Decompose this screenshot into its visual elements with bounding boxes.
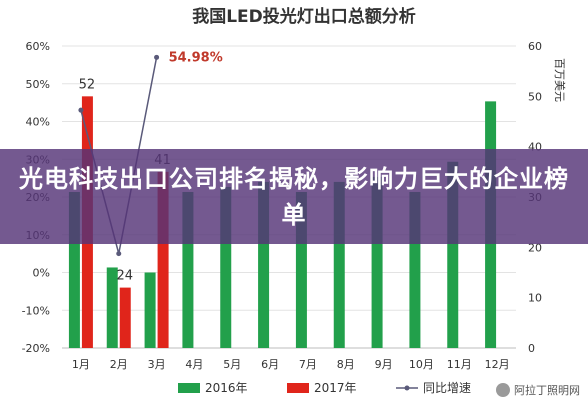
- x-tick-label: 7月: [299, 358, 317, 371]
- bar-2016年: [144, 272, 156, 348]
- right-tick-label: 60: [528, 40, 542, 53]
- left-tick-label: 50%: [26, 78, 50, 91]
- bar-2017年: [157, 171, 169, 348]
- bar-2016年: [220, 186, 232, 348]
- x-tick-label: 10月: [409, 358, 434, 371]
- left-tick-label: -10%: [22, 304, 50, 317]
- left-tick-label: -20%: [22, 342, 50, 355]
- bar-2016年: [68, 191, 80, 348]
- growth-line-point: [78, 107, 84, 113]
- growth-value-label: 54.98%: [169, 50, 223, 65]
- left-tick-label: 40%: [26, 116, 50, 129]
- legend-marker-同比增速: [404, 385, 410, 391]
- legend-swatch-2016年: [178, 383, 200, 393]
- legend-label: 2016年: [205, 381, 248, 395]
- right-tick-label: 20: [528, 241, 542, 254]
- legend-label: 2017年: [314, 381, 357, 395]
- bar-2016年: [106, 267, 118, 348]
- bar-2016年: [447, 161, 459, 348]
- x-tick-label: 9月: [375, 358, 393, 371]
- legend-swatch-2017年: [287, 383, 309, 393]
- growth-line-point: [154, 54, 160, 60]
- x-tick-label: 8月: [337, 358, 355, 371]
- title-banner: 光电科技出口公司排名揭秘，影响力巨大的企业榜单: [0, 149, 588, 244]
- legend-label: 同比增速: [423, 381, 471, 395]
- watermark-text: 阿拉丁照明网: [514, 384, 580, 397]
- growth-line-point: [116, 251, 122, 257]
- x-tick-label: 12月: [485, 358, 510, 371]
- x-axis-ticks: 1月 2月 3月 4月 5月 6月 7月 8月 9月 10月 11月 12月: [72, 358, 510, 371]
- bar-2016年: [182, 191, 194, 348]
- wechat-icon: [496, 383, 510, 397]
- bar-value-label: 52: [79, 77, 96, 92]
- bar-2016年: [295, 191, 307, 348]
- left-tick-label: 0%: [33, 267, 50, 280]
- x-tick-label: 1月: [72, 358, 90, 371]
- right-tick-label: 0: [528, 342, 535, 355]
- bar-2016年: [409, 191, 421, 348]
- x-tick-label: 6月: [261, 358, 279, 371]
- banner-text: 光电科技出口公司排名揭秘，影响力巨大的企业榜单: [19, 164, 569, 229]
- x-tick-label: 4月: [185, 358, 203, 371]
- x-tick-label: 2月: [110, 358, 128, 371]
- right-tick-label: 50: [528, 90, 542, 103]
- bar-value-label: 24: [116, 269, 133, 284]
- x-tick-label: 11月: [447, 358, 472, 371]
- bar-2016年: [258, 181, 270, 348]
- bar-2017年: [119, 287, 131, 348]
- right-tick-label: 10: [528, 292, 542, 305]
- x-tick-label: 5月: [223, 358, 241, 371]
- legend: 2016年 2017年 同比增速: [178, 381, 471, 395]
- right-axis-unit: 百万美元: [553, 58, 566, 102]
- left-tick-label: 60%: [26, 40, 50, 53]
- bar-2016年: [333, 181, 345, 348]
- watermark: 阿拉丁照明网: [496, 382, 580, 398]
- bar-2016年: [371, 176, 383, 348]
- chart-title: 我国LED投光灯出口总额分析: [192, 6, 416, 27]
- x-tick-label: 3月: [148, 358, 166, 371]
